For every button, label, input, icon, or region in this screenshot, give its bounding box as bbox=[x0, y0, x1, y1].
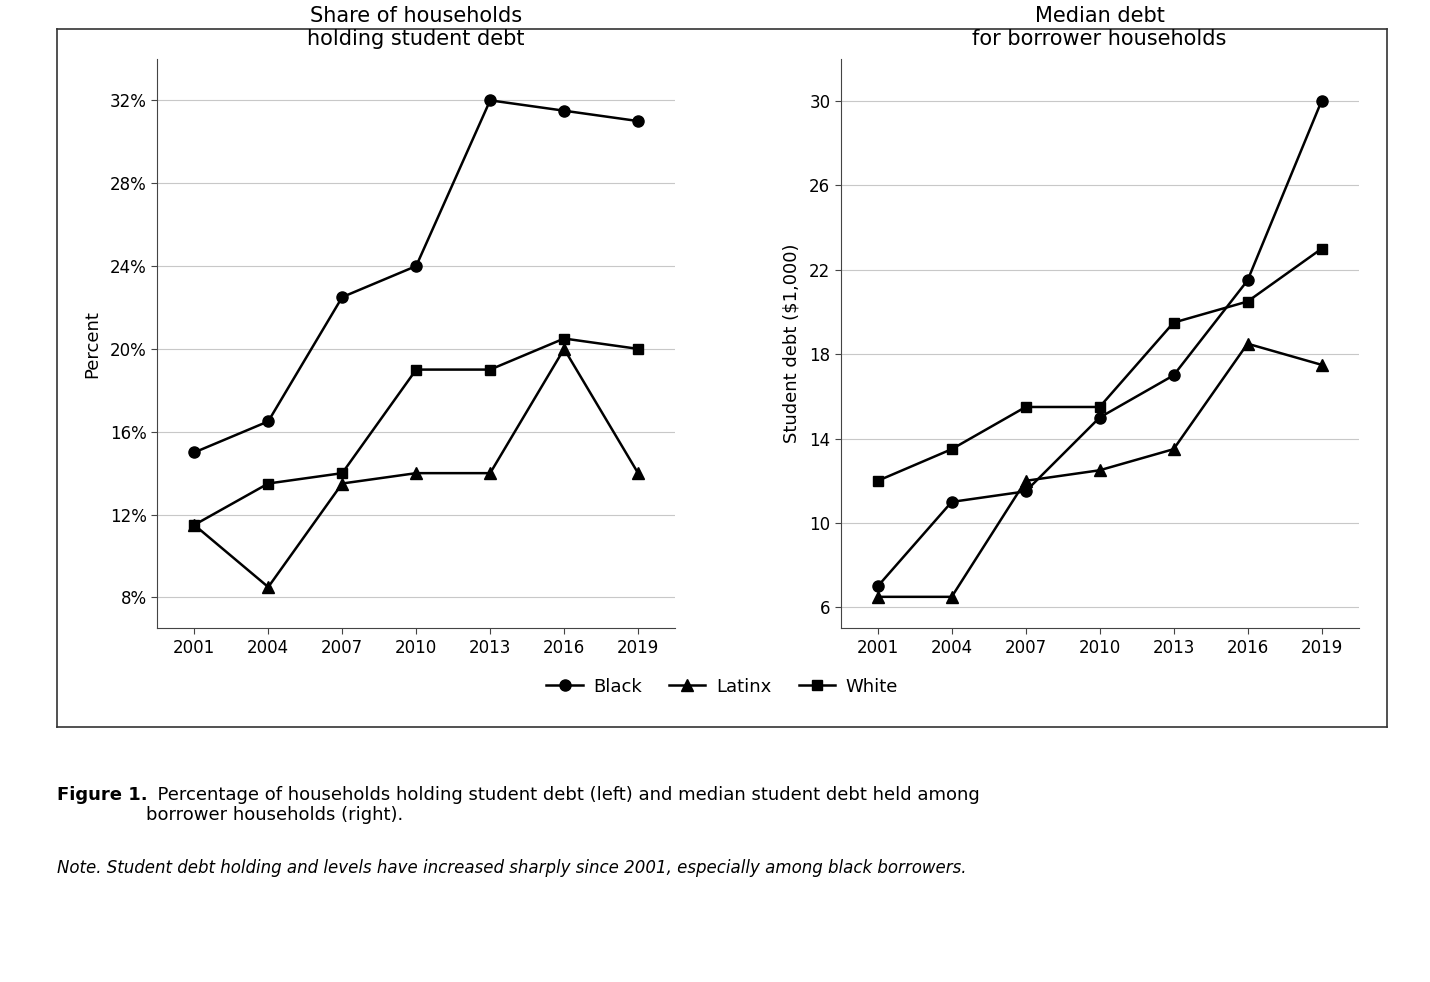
Y-axis label: Student debt ($1,000): Student debt ($1,000) bbox=[782, 244, 801, 444]
Legend: Black, Latinx, White: Black, Latinx, White bbox=[539, 671, 905, 703]
Text: Figure 1.: Figure 1. bbox=[57, 786, 147, 803]
Text: Percentage of households holding student debt (left) and median student debt hel: Percentage of households holding student… bbox=[146, 786, 980, 825]
Title: Share of households
holding student debt: Share of households holding student debt bbox=[307, 6, 525, 49]
Text: Note. Student debt holding and levels have increased sharply since 2001, especia: Note. Student debt holding and levels ha… bbox=[57, 859, 967, 877]
Title: Median debt
for borrower households: Median debt for borrower households bbox=[972, 6, 1227, 49]
Y-axis label: Percent: Percent bbox=[84, 309, 102, 378]
